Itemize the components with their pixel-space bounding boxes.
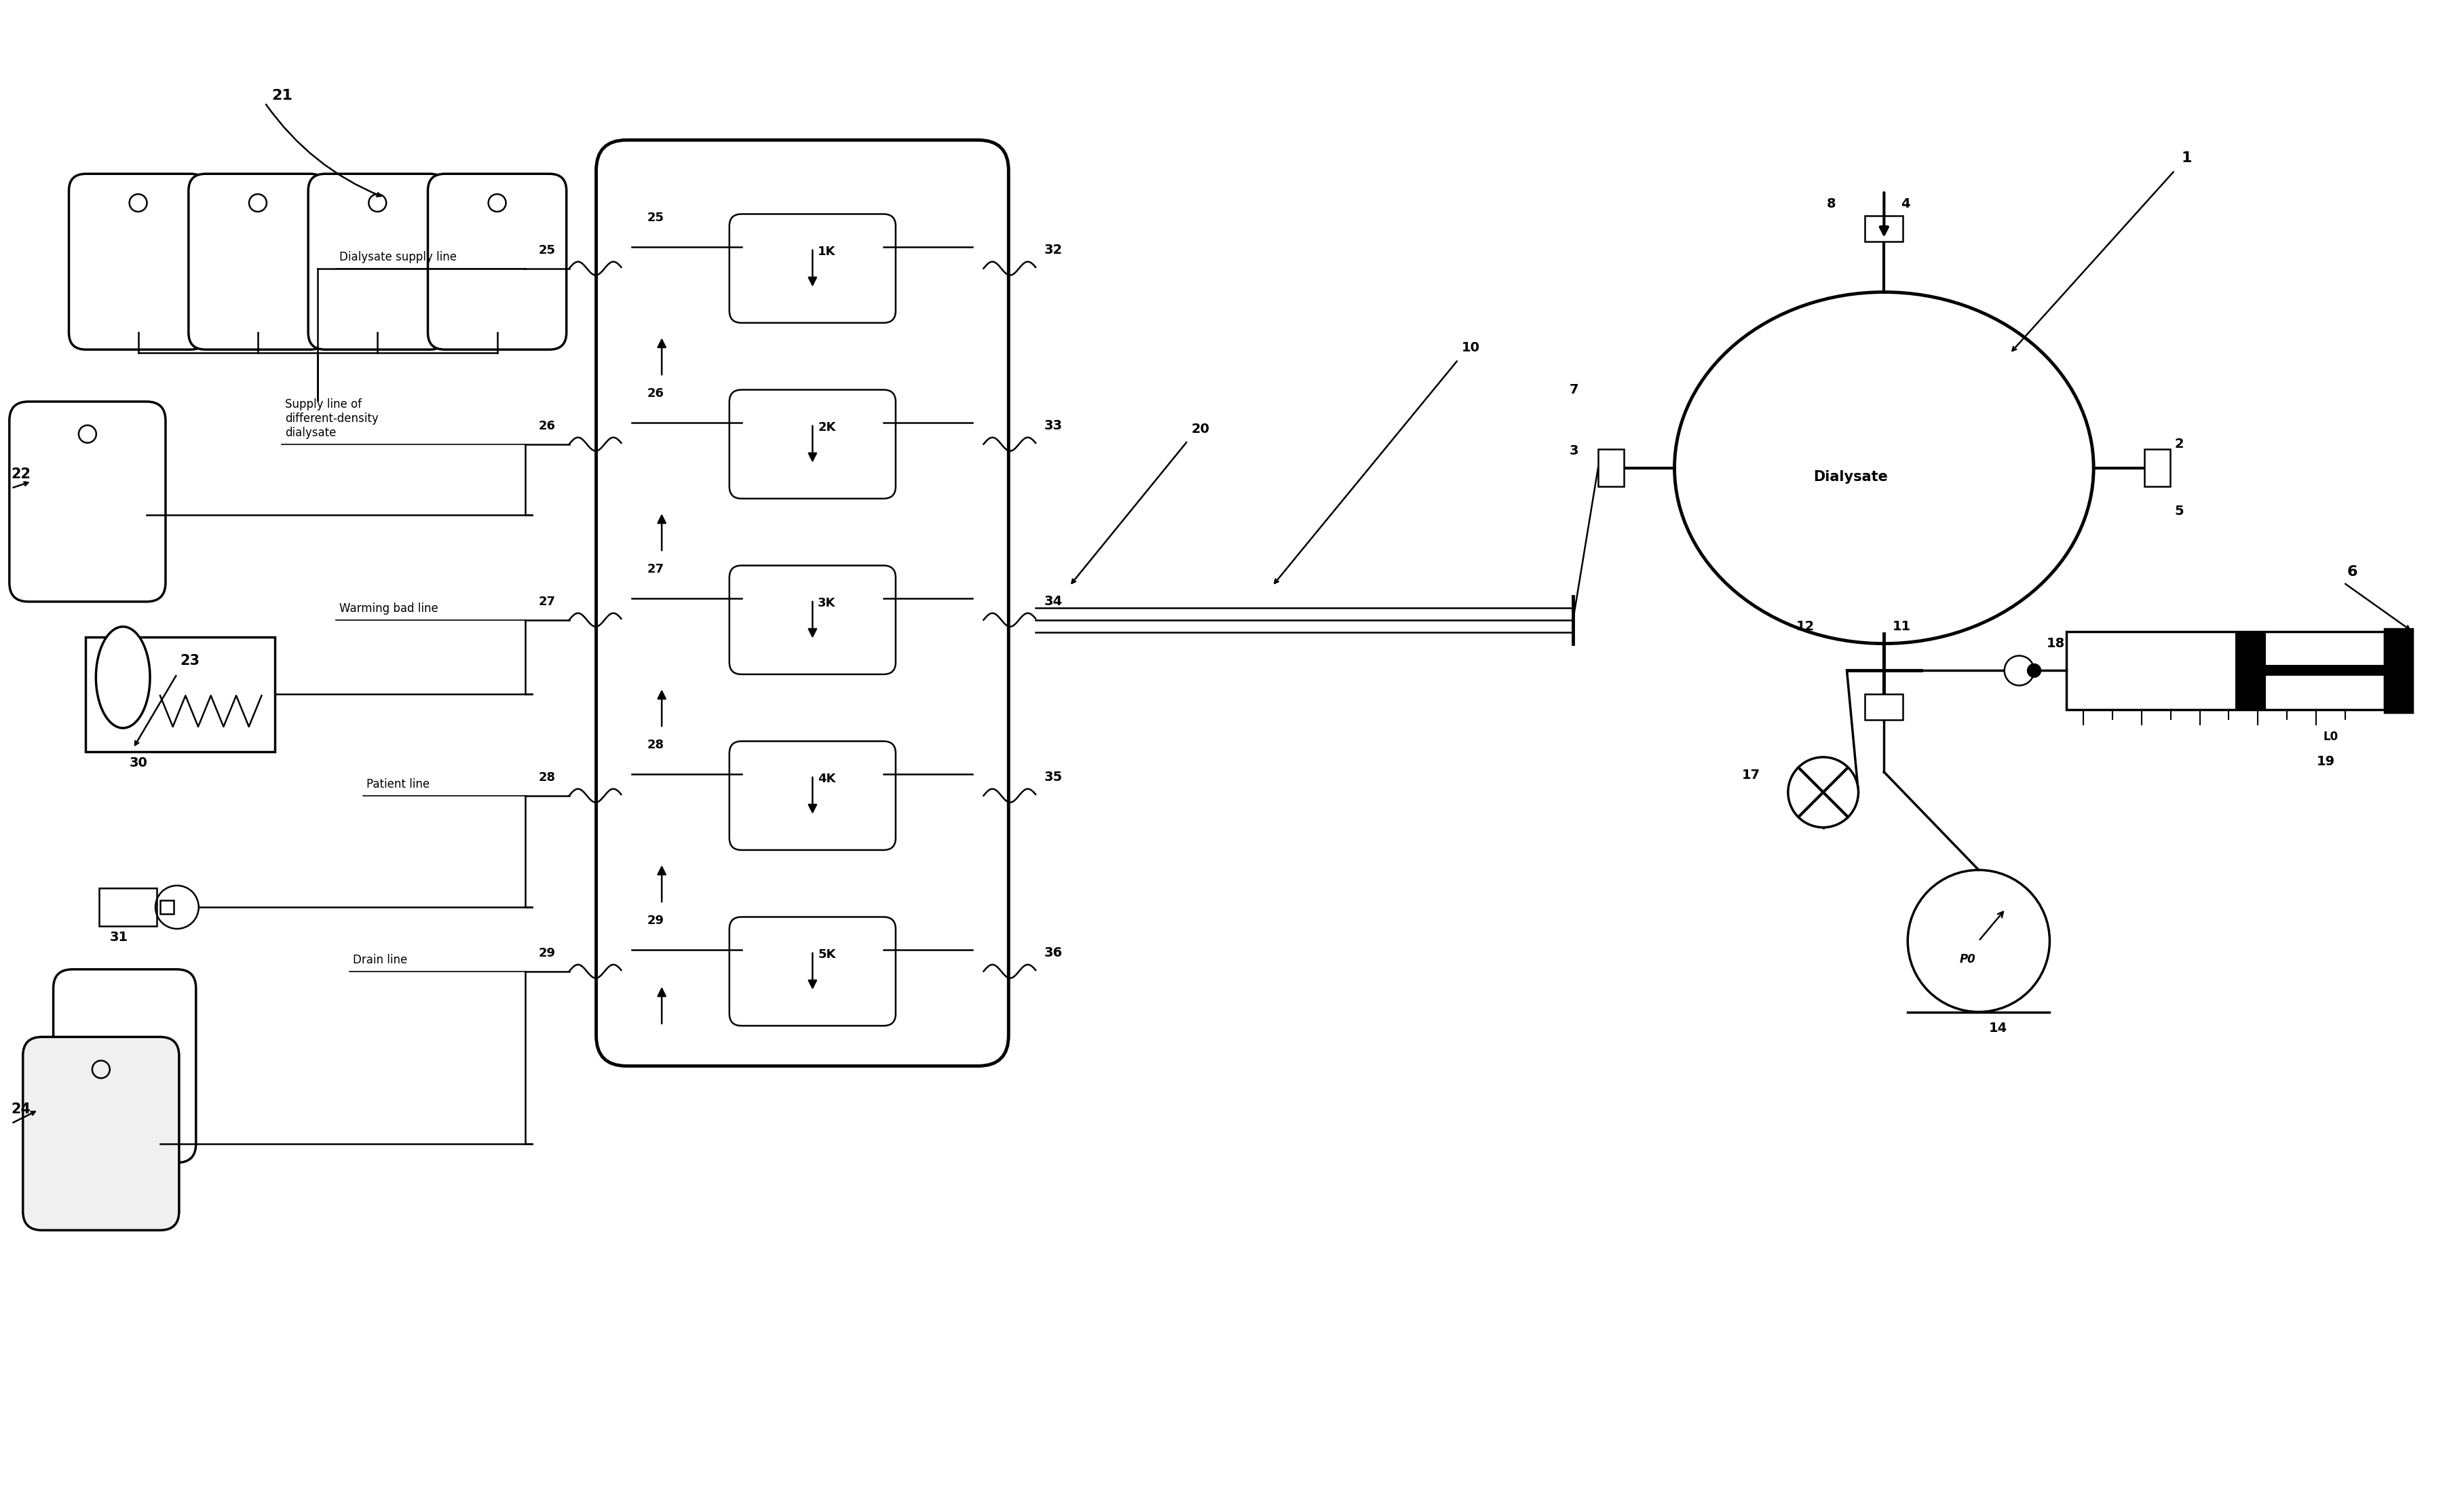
Text: 4: 4 bbox=[1900, 198, 1910, 210]
Text: 25: 25 bbox=[648, 211, 663, 223]
Text: 28: 28 bbox=[540, 771, 557, 783]
Text: L0: L0 bbox=[2324, 731, 2338, 743]
Bar bbox=[86, 637, 276, 752]
FancyBboxPatch shape bbox=[54, 969, 197, 1162]
Text: 18: 18 bbox=[2045, 637, 2065, 650]
Bar bbox=[2067, 632, 2385, 710]
Text: 3K: 3K bbox=[818, 596, 835, 610]
Bar bbox=[2144, 449, 2171, 487]
Text: P0: P0 bbox=[1959, 953, 1976, 965]
Bar bbox=[1599, 449, 1624, 487]
Circle shape bbox=[2028, 664, 2040, 677]
Bar bbox=[1865, 694, 1902, 721]
FancyBboxPatch shape bbox=[190, 174, 328, 349]
Text: 10: 10 bbox=[1461, 342, 1481, 355]
Text: 1K: 1K bbox=[818, 246, 835, 258]
Text: 30: 30 bbox=[131, 756, 148, 770]
FancyBboxPatch shape bbox=[729, 566, 897, 674]
Text: 25: 25 bbox=[540, 244, 557, 256]
Circle shape bbox=[1789, 756, 1858, 827]
Text: 35: 35 bbox=[1045, 770, 1062, 783]
FancyBboxPatch shape bbox=[596, 139, 1008, 1067]
Text: 27: 27 bbox=[540, 596, 557, 608]
Bar bbox=[99, 888, 158, 926]
Text: 21: 21 bbox=[271, 88, 293, 102]
Text: 33: 33 bbox=[1045, 419, 1062, 431]
Text: 31: 31 bbox=[108, 930, 128, 944]
Text: 29: 29 bbox=[540, 947, 557, 959]
Text: 20: 20 bbox=[1190, 422, 1210, 436]
Text: 36: 36 bbox=[1045, 947, 1062, 959]
Text: 32: 32 bbox=[1045, 243, 1062, 256]
Text: Patient line: Patient line bbox=[367, 777, 429, 791]
FancyBboxPatch shape bbox=[308, 174, 446, 349]
Text: 5: 5 bbox=[2176, 505, 2183, 518]
Text: Dialysate: Dialysate bbox=[1814, 470, 1887, 484]
Text: 19: 19 bbox=[2316, 755, 2336, 768]
Text: 17: 17 bbox=[1742, 768, 1759, 782]
Bar bbox=[2267, 665, 2385, 676]
Text: 26: 26 bbox=[648, 388, 663, 400]
Ellipse shape bbox=[1676, 292, 2094, 644]
Circle shape bbox=[2003, 656, 2035, 686]
Text: 7: 7 bbox=[1570, 383, 1579, 395]
Text: 27: 27 bbox=[648, 563, 663, 575]
FancyBboxPatch shape bbox=[22, 1037, 180, 1230]
Text: 3: 3 bbox=[1570, 443, 1579, 457]
Text: 26: 26 bbox=[540, 419, 557, 431]
Text: 22: 22 bbox=[12, 467, 32, 481]
Text: 23: 23 bbox=[180, 655, 200, 668]
FancyBboxPatch shape bbox=[69, 174, 207, 349]
Text: 2K: 2K bbox=[818, 421, 835, 433]
FancyBboxPatch shape bbox=[729, 742, 897, 849]
Text: 11: 11 bbox=[1892, 620, 1910, 632]
Text: 34: 34 bbox=[1045, 595, 1062, 608]
FancyBboxPatch shape bbox=[729, 214, 897, 324]
Text: 28: 28 bbox=[648, 739, 663, 750]
Text: 29: 29 bbox=[648, 915, 663, 927]
Text: 14: 14 bbox=[1988, 1022, 2008, 1035]
Bar bbox=[1865, 216, 1902, 241]
Ellipse shape bbox=[96, 626, 150, 728]
Bar bbox=[2235, 632, 2267, 710]
Text: 1: 1 bbox=[2181, 151, 2193, 165]
Circle shape bbox=[1907, 870, 2050, 1013]
Text: Dialysate supply line: Dialysate supply line bbox=[340, 250, 456, 264]
Text: 8: 8 bbox=[1826, 198, 1836, 210]
Text: Warming bad line: Warming bad line bbox=[340, 602, 439, 614]
FancyBboxPatch shape bbox=[10, 401, 165, 602]
Bar bbox=[2385, 629, 2412, 713]
Text: 12: 12 bbox=[1796, 620, 1814, 632]
Text: 24: 24 bbox=[12, 1103, 32, 1116]
FancyBboxPatch shape bbox=[729, 389, 897, 499]
Text: 5K: 5K bbox=[818, 948, 835, 960]
Text: 6: 6 bbox=[2348, 565, 2358, 578]
FancyBboxPatch shape bbox=[729, 917, 897, 1026]
Text: 4K: 4K bbox=[818, 773, 835, 785]
Text: Supply line of
different-density
dialysate: Supply line of different-density dialysa… bbox=[286, 398, 379, 439]
Text: Drain line: Drain line bbox=[352, 954, 407, 966]
FancyBboxPatch shape bbox=[429, 174, 567, 349]
Bar bbox=[160, 900, 172, 914]
Text: 2: 2 bbox=[2176, 437, 2183, 451]
